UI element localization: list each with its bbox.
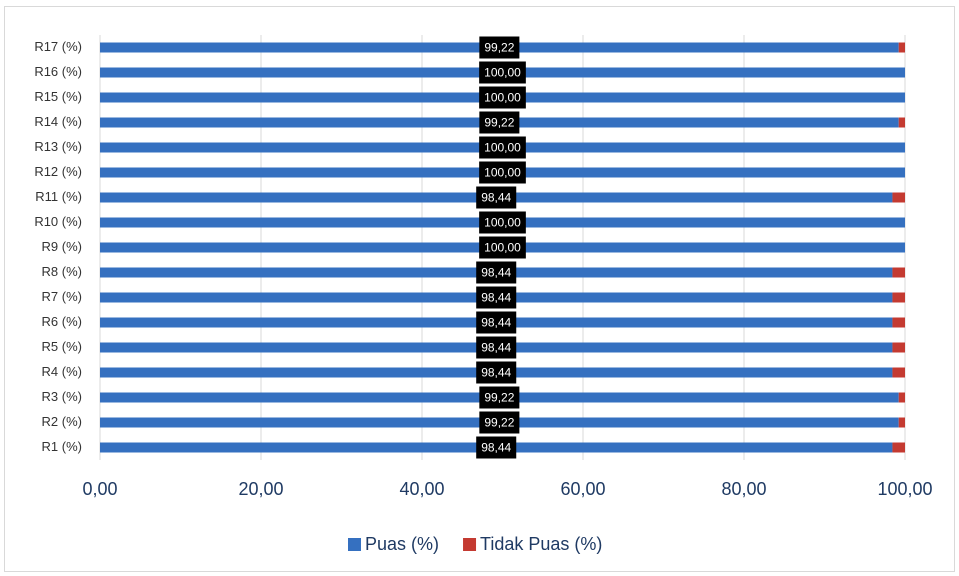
value-label: 100,00 (484, 141, 521, 155)
label-bg (479, 411, 520, 434)
y-tick-label: R13 (%) (34, 139, 82, 154)
bar-segment (892, 267, 905, 278)
value-label: 98,44 (481, 291, 511, 305)
y-tick-label: R6 (%) (42, 314, 82, 329)
bar-segment (892, 342, 905, 353)
label-bg (476, 436, 517, 459)
x-tick-label: 0,00 (82, 479, 117, 499)
value-label: 100,00 (484, 241, 521, 255)
x-tick-label: 60,00 (560, 479, 605, 499)
y-tick-label: R1 (%) (42, 439, 82, 454)
value-label: 98,44 (481, 341, 511, 355)
x-tick-label: 40,00 (399, 479, 444, 499)
x-tick-label: 100,00 (877, 479, 932, 499)
label-bg (476, 261, 517, 284)
y-tick-label: R9 (%) (42, 239, 82, 254)
label-bg (479, 386, 520, 409)
bar-segment (892, 317, 905, 328)
y-tick-label: R17 (%) (34, 39, 82, 54)
label-bg (479, 161, 526, 184)
value-label: 99,22 (484, 41, 514, 55)
value-label: 98,44 (481, 191, 511, 205)
y-tick-label: R8 (%) (42, 264, 82, 279)
bar-segment (892, 192, 905, 203)
y-tick-label: R3 (%) (42, 389, 82, 404)
value-label: 99,22 (484, 116, 514, 130)
value-label: 100,00 (484, 166, 521, 180)
y-tick-label: R7 (%) (42, 289, 82, 304)
label-bg (476, 336, 517, 359)
y-tick-label: R12 (%) (34, 164, 82, 179)
label-bg (479, 61, 526, 84)
bar-segment (898, 417, 905, 428)
y-tick-label: R15 (%) (34, 89, 82, 104)
label-bg (476, 361, 517, 384)
value-label: 100,00 (484, 66, 521, 80)
y-tick-label: R16 (%) (34, 64, 82, 79)
bar-segment (898, 117, 905, 128)
bar-segment (898, 42, 905, 53)
value-label: 98,44 (481, 441, 511, 455)
label-bg (476, 286, 517, 309)
label-bg (476, 311, 517, 334)
value-label: 98,44 (481, 366, 511, 380)
value-label: 98,44 (481, 316, 511, 330)
label-bg (479, 136, 526, 159)
y-tick-label: R11 (%) (35, 189, 82, 204)
y-tick-label: R4 (%) (42, 364, 82, 379)
label-bg (479, 86, 526, 109)
y-tick-label: R5 (%) (42, 339, 82, 354)
bar-segment (892, 442, 905, 453)
label-bg (479, 211, 526, 234)
value-label: 100,00 (484, 91, 521, 105)
y-tick-label: R2 (%) (42, 414, 82, 429)
value-label: 98,44 (481, 266, 511, 280)
y-tick-label: R10 (%) (34, 214, 82, 229)
y-tick-label: R14 (%) (34, 114, 82, 129)
bar-segment (892, 367, 905, 378)
bar-segment (898, 392, 905, 403)
x-tick-label: 80,00 (721, 479, 766, 499)
legend-swatch (348, 538, 361, 551)
bar-segment (892, 292, 905, 303)
legend-swatch (463, 538, 477, 551)
label-bg (476, 186, 517, 209)
value-label: 99,22 (484, 416, 514, 430)
legend-label: Puas (%) (365, 534, 439, 554)
value-label: 99,22 (484, 391, 514, 405)
legend-label: Tidak Puas (%) (480, 534, 602, 554)
value-label: 100,00 (484, 216, 521, 230)
x-tick-label: 20,00 (238, 479, 283, 499)
label-bg (479, 36, 520, 59)
label-bg (479, 236, 526, 259)
label-bg (479, 111, 520, 134)
chart-border (4, 6, 955, 572)
